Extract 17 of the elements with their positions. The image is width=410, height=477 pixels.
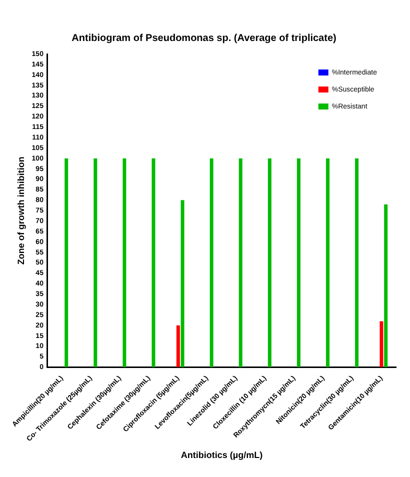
y-axis-title: Zone of growth inhibition bbox=[16, 156, 26, 265]
bar bbox=[268, 158, 272, 368]
bar bbox=[355, 158, 359, 368]
bar bbox=[326, 158, 330, 368]
bar bbox=[176, 325, 180, 368]
bar bbox=[152, 158, 156, 368]
bar bbox=[380, 321, 384, 368]
x-axis-title: Antibiotics (µg/mL) bbox=[180, 450, 263, 460]
bar bbox=[94, 158, 98, 368]
bar bbox=[122, 158, 126, 368]
chart-title: Antibiogram of Pseudomonas sp. (Average of triplicate) bbox=[72, 32, 336, 44]
bar bbox=[210, 158, 214, 368]
bar bbox=[238, 158, 242, 368]
bar bbox=[384, 204, 388, 368]
bar bbox=[180, 200, 184, 368]
bar bbox=[64, 158, 68, 368]
bar bbox=[296, 158, 300, 368]
